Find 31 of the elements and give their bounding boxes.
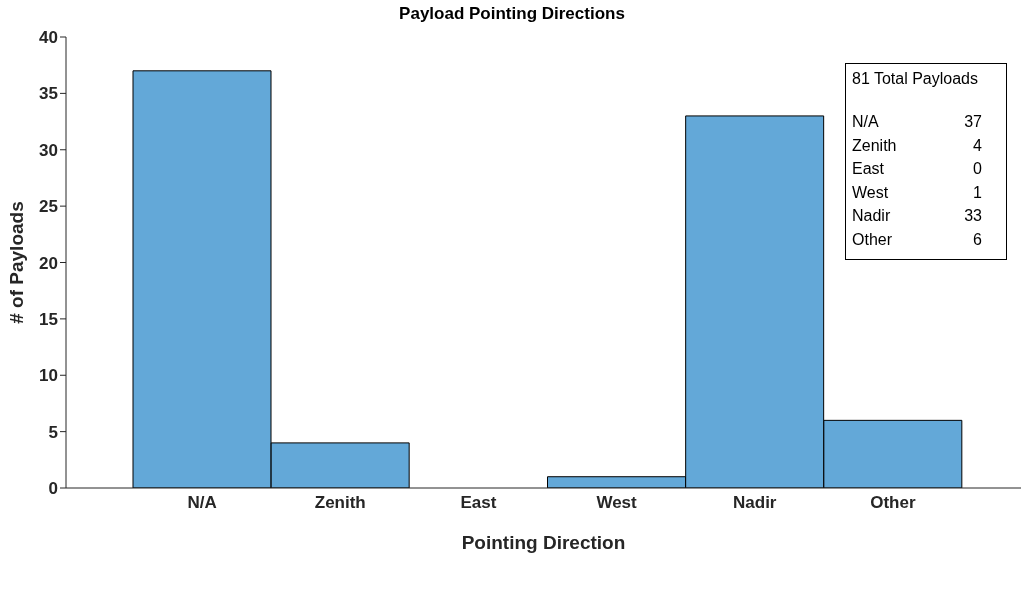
y-tick-label: 35 xyxy=(39,84,58,104)
y-tick-label: 25 xyxy=(39,197,58,217)
x-tick-label: West xyxy=(596,493,638,513)
y-tick-label: 0 xyxy=(48,479,58,499)
y-tick-label: 5 xyxy=(48,422,58,442)
annotation: West xyxy=(852,182,890,203)
annotation: Other xyxy=(852,229,893,250)
x-axis-title: Pointing Direction xyxy=(461,532,626,553)
y-tick-label: 40 xyxy=(39,28,58,48)
annotation: 0 xyxy=(972,159,982,179)
x-tick-label: Other xyxy=(870,493,916,513)
x-tick-label: Nadir xyxy=(733,493,777,513)
annotation: Zenith xyxy=(852,135,898,156)
chart-title: Payload Pointing Directions xyxy=(398,4,626,24)
annotation: 1 xyxy=(972,182,982,203)
y-tick-label: 10 xyxy=(39,366,58,386)
annotation: East xyxy=(852,159,885,179)
annotation: Nadir xyxy=(852,206,892,226)
y-axis-title: # of Payloads xyxy=(5,201,27,324)
x-tick-label: Zenith xyxy=(314,493,366,513)
x-tick-label: East xyxy=(460,493,497,513)
annotation: 81 Total Payloads xyxy=(852,70,979,88)
annotation: 4 xyxy=(972,135,982,156)
annotation: 6 xyxy=(972,229,982,250)
y-tick-label: 15 xyxy=(39,309,58,329)
x-tick-label: N/A xyxy=(187,493,217,513)
y-tick-label: 20 xyxy=(39,253,58,273)
y-tick-label: 30 xyxy=(39,140,58,160)
annotation: 33 xyxy=(963,206,982,226)
annotation: N/A xyxy=(852,112,880,132)
annotation: 37 xyxy=(963,112,982,132)
